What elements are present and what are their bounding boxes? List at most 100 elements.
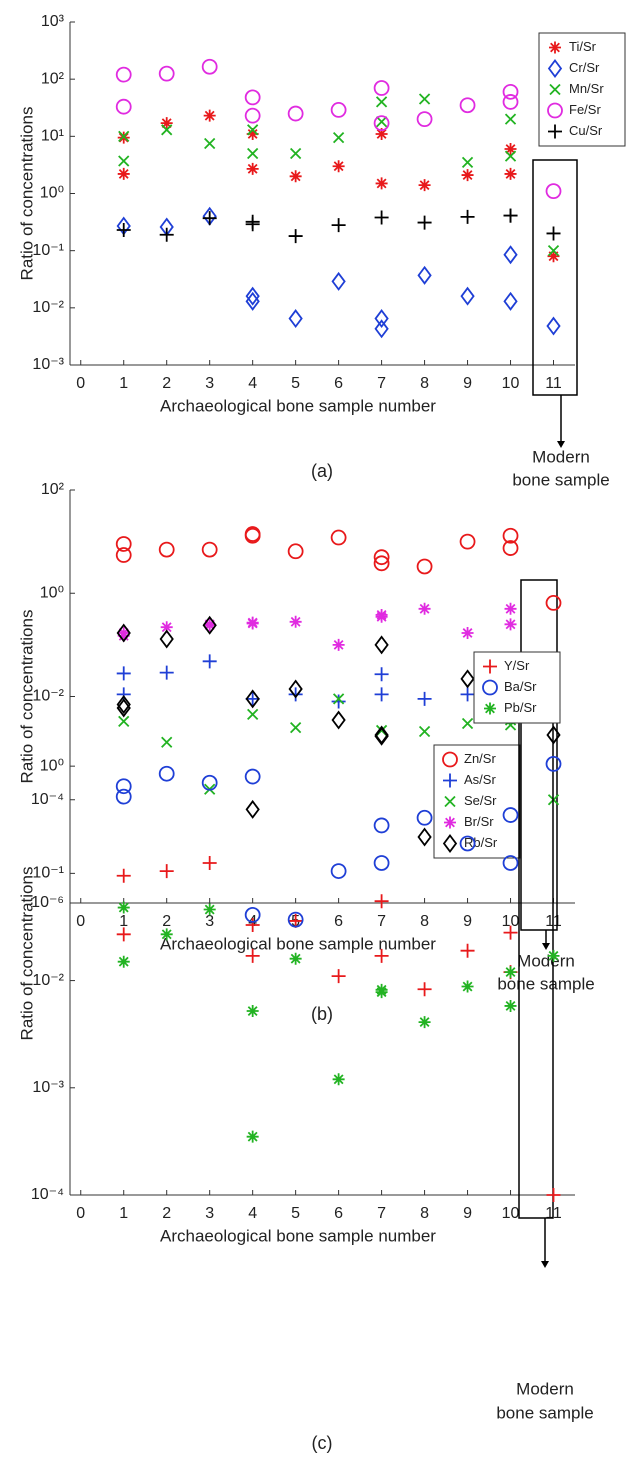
marker [160, 117, 173, 130]
marker [244, 107, 261, 124]
marker [245, 691, 260, 706]
marker [116, 623, 131, 643]
arrow-head [541, 1261, 549, 1268]
marker [117, 167, 130, 180]
legend-marker [547, 59, 563, 78]
x-tick-label: 2 [162, 913, 171, 930]
marker [461, 626, 474, 639]
marker [503, 245, 518, 265]
caption: (c) [312, 1433, 333, 1453]
marker [288, 913, 303, 928]
legend-label: Y/Sr [504, 658, 530, 673]
legend-marker [442, 834, 458, 853]
legend-marker [548, 124, 562, 139]
marker [504, 999, 517, 1012]
marker [373, 555, 390, 572]
marker [116, 927, 131, 942]
marker [417, 215, 432, 230]
marker [287, 105, 304, 122]
marker [418, 602, 431, 615]
arrow-head [542, 943, 550, 950]
marker [289, 952, 302, 965]
marker [116, 666, 131, 681]
marker [375, 116, 388, 128]
marker [244, 768, 261, 785]
y-tick-label: 10⁻¹ [32, 865, 64, 882]
marker [202, 615, 217, 635]
marker [374, 210, 389, 225]
x-axis-label: Archaeological bone sample number [160, 1226, 436, 1245]
marker [159, 864, 174, 879]
marker [417, 265, 432, 285]
marker [118, 130, 130, 142]
marker [332, 638, 345, 651]
legend-marker [549, 41, 561, 54]
x-tick-label: 5 [291, 375, 300, 392]
marker [373, 549, 390, 566]
marker [504, 618, 517, 631]
marker [502, 527, 519, 544]
marker [417, 982, 432, 997]
y-axis-label: Ratio of concentrations [17, 867, 36, 1041]
marker [417, 827, 432, 847]
x-axis-label: Archaeological bone sample number [160, 396, 436, 415]
marker [117, 629, 130, 642]
marker [375, 96, 388, 108]
x-tick-label: 6 [334, 1205, 343, 1222]
marker [461, 156, 474, 169]
marker [460, 669, 475, 689]
legend-label: Mn/Sr [569, 81, 604, 96]
x-tick-label: 7 [377, 1205, 386, 1222]
annotation: Modern [517, 951, 575, 970]
marker [202, 855, 217, 870]
marker [545, 183, 562, 200]
marker [203, 619, 216, 632]
marker [374, 687, 389, 702]
marker [374, 948, 389, 963]
annotation: bone sample [512, 470, 609, 489]
x-tick-label: 6 [334, 375, 343, 392]
x-tick-label: 0 [76, 1205, 85, 1222]
marker [245, 217, 260, 232]
marker [332, 160, 345, 173]
marker [159, 665, 174, 680]
marker [289, 170, 302, 183]
marker [504, 167, 517, 180]
legend-marker [444, 816, 456, 829]
marker [460, 286, 475, 306]
marker [461, 980, 474, 993]
marker [330, 101, 347, 118]
marker [160, 928, 173, 941]
marker [118, 715, 130, 727]
x-tick-label: 9 [463, 375, 472, 392]
legend-label: Cu/Sr [569, 123, 603, 138]
marker [244, 906, 261, 923]
marker [117, 901, 130, 914]
y-tick-label: 10⁻⁴ [31, 1186, 64, 1203]
x-tick-label: 6 [334, 913, 343, 930]
legend-label: Cr/Sr [569, 60, 600, 75]
marker [502, 855, 519, 871]
y-tick-label: 10² [41, 481, 65, 498]
marker [160, 621, 173, 634]
marker [418, 725, 431, 738]
marker [330, 863, 347, 879]
marker [245, 917, 260, 932]
marker [332, 1073, 345, 1086]
marker [288, 309, 303, 329]
x-tick-label: 0 [76, 913, 85, 930]
y-tick-label: 10⁻³ [32, 1079, 64, 1096]
annotation: bone sample [496, 1403, 593, 1422]
marker [116, 698, 131, 718]
marker [244, 527, 261, 544]
legend-label: Pb/Sr [504, 700, 537, 715]
legend-label: Ba/Sr [504, 679, 537, 694]
marker [460, 687, 475, 702]
marker [116, 694, 131, 714]
marker [504, 150, 517, 162]
marker [504, 143, 517, 156]
marker [331, 969, 346, 984]
annotation: Modern [532, 447, 590, 466]
y-tick-label: 10⁻³ [32, 356, 64, 373]
marker [373, 817, 390, 834]
